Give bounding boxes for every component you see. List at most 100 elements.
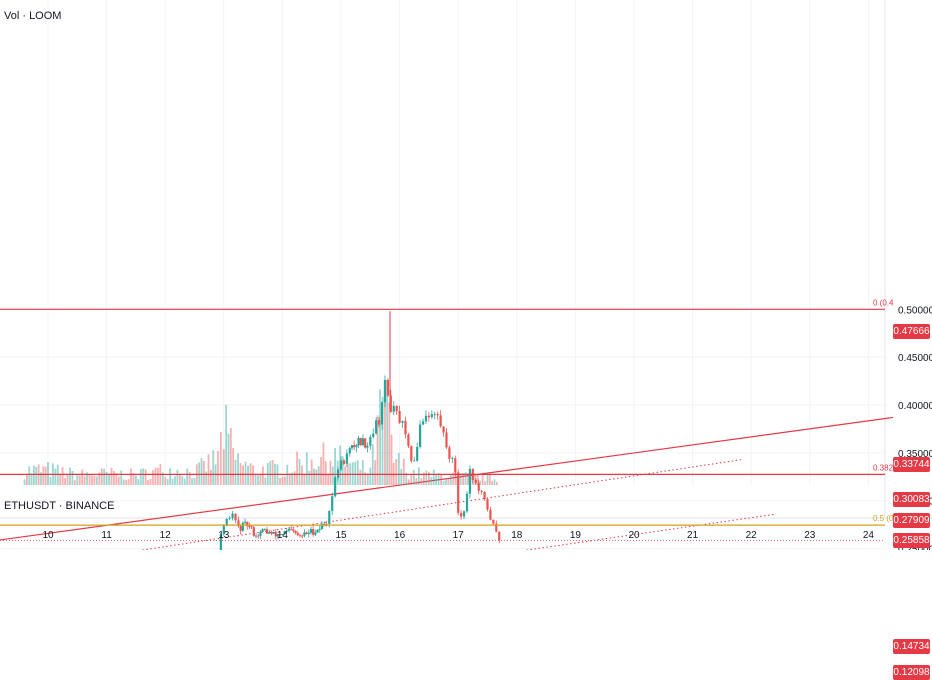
chart-grid — [0, 0, 932, 550]
volume-bar — [91, 475, 93, 485]
price-tick-label: 0.35000 — [898, 449, 932, 460]
volume-bar — [281, 477, 284, 485]
volume-bar — [301, 465, 303, 485]
volume-bar — [376, 415, 379, 485]
volume-bar — [93, 475, 96, 485]
candle-body — [427, 415, 430, 418]
volume-bar — [366, 473, 369, 485]
candle-body — [377, 420, 381, 425]
candle-body — [320, 524, 324, 529]
candle-body — [353, 445, 356, 448]
volume-bar — [474, 473, 477, 485]
volume-bar — [410, 473, 413, 485]
volume-indicator-label[interactable]: Vol · LOOM — [4, 10, 62, 22]
volume-bar — [202, 460, 205, 485]
price-tag: 0.30083 — [893, 492, 930, 508]
candle-body — [361, 438, 365, 446]
volume-bar — [234, 459, 237, 485]
volume-bar — [428, 471, 430, 485]
volume-bar — [86, 472, 88, 485]
candle-body — [448, 447, 451, 459]
volume-bar — [222, 449, 225, 485]
volume-bar — [73, 480, 76, 485]
candle-body — [416, 446, 419, 461]
candle-body — [237, 520, 240, 527]
volume-bar — [283, 476, 286, 485]
candle-body — [219, 534, 222, 550]
candle-body — [386, 379, 389, 396]
candle-body — [254, 535, 258, 537]
volume-bar — [449, 474, 452, 485]
volume-bar — [271, 460, 274, 485]
volume-bar — [291, 472, 294, 485]
volume-bar — [361, 460, 364, 485]
volume-bar — [181, 476, 184, 485]
candle-body — [345, 453, 348, 464]
candle-body — [263, 529, 266, 530]
volume-bar — [359, 469, 362, 485]
volume-bar — [166, 479, 169, 485]
candle-body — [231, 513, 234, 519]
candle-body — [328, 510, 331, 525]
volume-bar — [23, 479, 26, 485]
price-tick-label: 0.40000 — [898, 401, 932, 412]
time-axis: 10 11 12 13 14 15 16 17 18 19 20 21 22 23 24 — [42, 530, 874, 541]
candle-body — [285, 530, 288, 532]
candle-body — [474, 480, 477, 484]
price-tag: 0.14734 — [893, 639, 930, 655]
candle-body — [272, 531, 275, 534]
fib-label: 0 (0.4 — [873, 298, 894, 307]
price-tag: 0.47666 — [893, 324, 930, 340]
candle-body — [424, 415, 428, 422]
candle-body — [290, 528, 293, 530]
candle-body — [442, 426, 445, 433]
volume-bar — [476, 474, 479, 485]
volume-bar — [225, 404, 228, 485]
candle-body — [257, 535, 260, 537]
volume-bar — [447, 478, 450, 485]
candle-body — [404, 420, 407, 435]
volume-bar — [110, 467, 113, 485]
candle-body — [457, 472, 460, 513]
volume-bar — [493, 479, 496, 485]
volume-bar — [193, 478, 196, 485]
volume-bar — [147, 480, 150, 485]
candle-body — [380, 402, 384, 425]
volume-bar — [78, 475, 81, 485]
volume-bar — [317, 466, 320, 485]
volume-bar — [407, 479, 410, 485]
candle-body — [276, 534, 280, 537]
time-tick-label: 16 — [394, 530, 406, 541]
volume-bar — [33, 465, 35, 485]
trendlines — [0, 311, 894, 550]
volume-bar — [127, 479, 130, 485]
volume-bar — [417, 467, 420, 485]
volume-bar — [210, 469, 212, 485]
candle-body — [389, 395, 392, 412]
candle-body — [342, 460, 346, 464]
volume-bar — [364, 472, 367, 485]
candle-body — [303, 532, 306, 536]
candle-body — [439, 415, 442, 427]
candle-body — [312, 529, 315, 535]
volume-bar — [374, 460, 377, 485]
volume-bar — [117, 476, 120, 485]
volume-bar — [400, 469, 403, 485]
volume-bar — [369, 467, 372, 485]
symbol-label[interactable]: ETHUSDT · BINANCE — [4, 500, 115, 512]
volume-bar — [164, 476, 167, 485]
volume-bar — [88, 474, 91, 485]
volume-bar — [459, 473, 462, 485]
volume-bar — [83, 476, 86, 485]
volume-bar — [26, 474, 28, 485]
price-tag: 0.12098 — [893, 664, 930, 680]
volume-bar — [254, 473, 257, 485]
candle-body — [468, 468, 472, 494]
candle-body — [334, 477, 337, 497]
time-tick-label: 12 — [160, 530, 172, 541]
volume-bar — [105, 471, 108, 485]
candle-body — [287, 528, 291, 531]
volume-bar — [432, 469, 435, 485]
candle-body — [359, 437, 362, 446]
